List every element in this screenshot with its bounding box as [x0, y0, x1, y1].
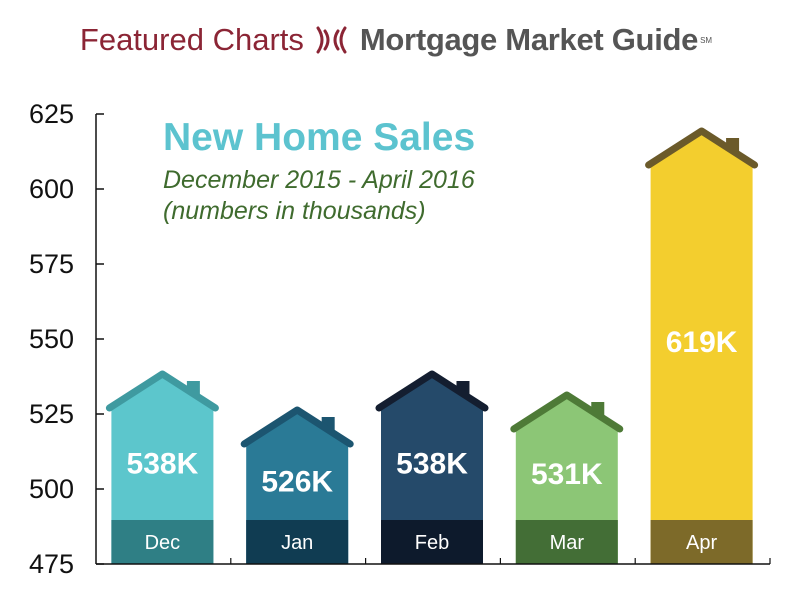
y-tick-label: 525 — [29, 399, 74, 429]
y-axis-ticks: 475 500 525 550 575 600 625 — [29, 99, 771, 579]
bar-roof — [105, 370, 219, 412]
y-tick-label: 475 — [29, 549, 74, 579]
chart-title: New Home Sales — [163, 116, 475, 159]
bar-base — [650, 520, 753, 564]
bar-roof — [240, 406, 354, 448]
bar-body — [381, 375, 483, 564]
y-tick-label: 500 — [29, 474, 74, 504]
bar-roof — [510, 391, 624, 433]
bar-body — [650, 132, 753, 564]
category-label: Mar — [550, 532, 585, 554]
bar-dec: Dec 538K — [105, 370, 219, 564]
bar-mar: Mar 531K — [510, 391, 624, 564]
chart-header: Featured Charts Mortgage Market Guide SM — [0, 22, 792, 58]
bar-apr: Apr 619K — [645, 127, 759, 564]
y-tick-label: 575 — [29, 249, 74, 279]
bar-roof — [375, 370, 489, 412]
signal-waves-icon — [316, 26, 347, 54]
bar-jan: Jan 526K — [240, 406, 354, 564]
y-tick-label: 550 — [29, 324, 74, 354]
bars: Dec 538K Jan 526K Feb 538K Mar 531K Apr 619K — [105, 127, 759, 564]
bar-base — [111, 520, 214, 564]
y-tick-label: 600 — [29, 174, 74, 204]
category-label: Dec — [145, 532, 181, 554]
value-label: 538K — [127, 448, 199, 481]
bar-base — [246, 520, 349, 564]
bar-feb: Feb 538K — [375, 370, 489, 564]
value-label: 526K — [261, 466, 333, 499]
y-tick-label: 625 — [29, 99, 74, 129]
value-label: 538K — [396, 448, 468, 481]
brand-name: Mortgage Market Guide — [359, 22, 699, 57]
chart-subtitle-line-1: December 2015 - April 2016 — [163, 166, 475, 194]
value-label: 531K — [531, 458, 603, 491]
service-mark: SM — [700, 35, 713, 45]
bar-body — [111, 375, 214, 564]
chart-subtitle-line-2: (numbers in thousands) — [163, 197, 426, 225]
bar-roof — [645, 127, 759, 169]
category-label: Jan — [281, 532, 313, 554]
featured-charts-label: Featured Charts — [79, 22, 304, 57]
category-label: Apr — [686, 532, 717, 554]
value-label: 619K — [666, 326, 738, 359]
bar-base — [515, 520, 618, 564]
category-label: Feb — [415, 532, 449, 554]
bar-base — [381, 520, 483, 564]
